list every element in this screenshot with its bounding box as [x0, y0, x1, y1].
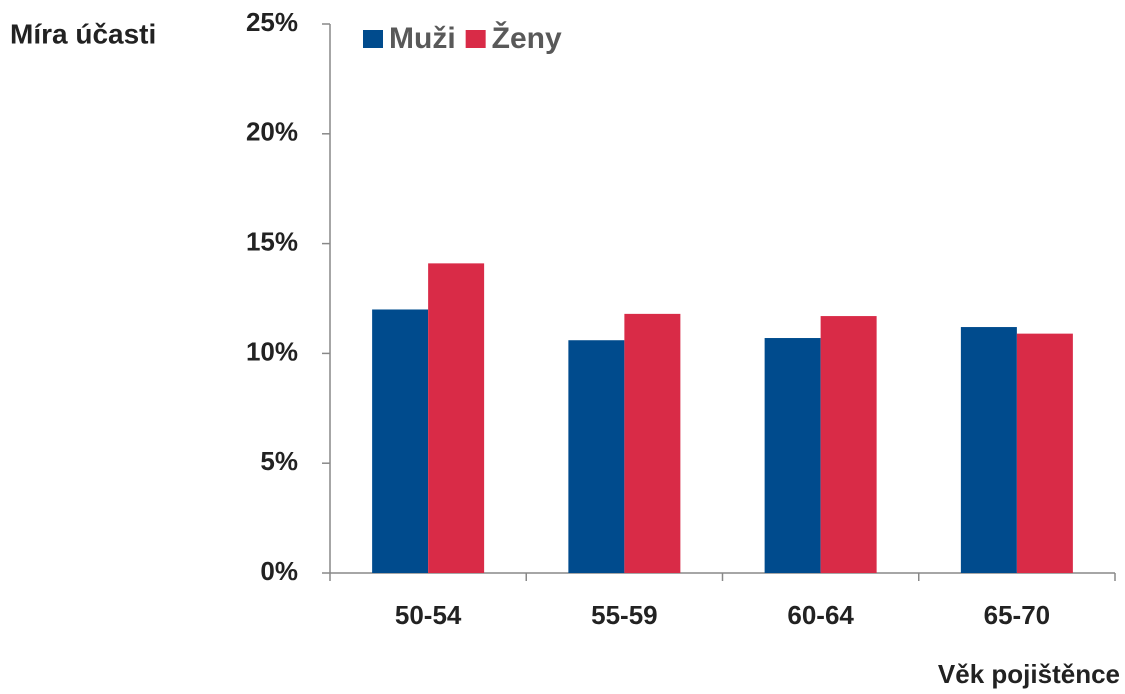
bar	[428, 263, 485, 573]
y-tick-label: 15%	[246, 226, 298, 256]
x-tick-label: 65-70	[984, 600, 1051, 630]
bar	[372, 309, 429, 573]
y-tick-label: 25%	[246, 7, 298, 37]
legend-swatch	[465, 30, 486, 48]
bar	[960, 327, 1017, 573]
x-tick-label: 50-54	[395, 600, 462, 630]
y-tick-label: 5%	[260, 446, 298, 476]
bar	[1016, 333, 1073, 573]
bar	[764, 338, 821, 573]
y-tick-label: 0%	[260, 556, 298, 586]
x-tick-label: 60-64	[787, 600, 854, 630]
legend-label: Ženy	[492, 21, 562, 55]
legend-label: Muži	[389, 22, 456, 55]
bar	[568, 340, 625, 573]
x-tick-label: 55-59	[591, 600, 658, 630]
chart-title: Míra účasti	[10, 18, 156, 49]
x-axis-label: Věk pojištěnce	[938, 659, 1120, 689]
bar	[820, 316, 877, 573]
y-tick-label: 20%	[246, 117, 298, 147]
legend-swatch	[363, 30, 383, 48]
y-tick-label: 10%	[246, 336, 298, 366]
bar	[624, 313, 681, 573]
